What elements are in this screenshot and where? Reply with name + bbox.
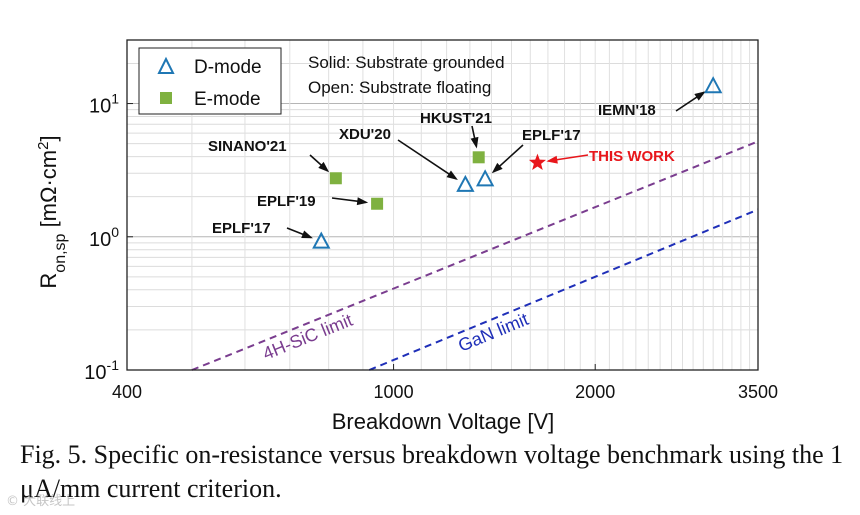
x-tick-label: 2000	[575, 382, 615, 402]
y-tick-label: 101	[89, 91, 119, 118]
point-label: EPLF'17	[212, 220, 271, 237]
point-labels: EPLF'17 SINANO'21 EPLF'19 XDU'20 HKUST'21 EPL…	[208, 102, 675, 237]
y-tick-base: 10	[84, 362, 106, 384]
y-label-sub: on,sp	[52, 233, 69, 272]
annotation-arrowhead	[318, 161, 330, 173]
y-axis-label: Ron,sp [mΩ·cm2]	[35, 135, 69, 288]
d-mode-point	[475, 169, 495, 187]
gan-limit-label: GaN limit	[455, 309, 531, 356]
y-tick-exponent: 0	[111, 224, 119, 240]
point-label: IEMN'18	[598, 102, 656, 119]
point-label: SINANO'21	[208, 138, 287, 155]
legend-label-e-mode: E-mode	[194, 89, 261, 110]
y-label-main: R	[36, 273, 61, 289]
figure-caption: Fig. 5. Specific on-resistance versus br…	[20, 440, 844, 503]
y-tick-label: 100	[89, 224, 119, 251]
e-mode-point	[472, 151, 485, 164]
annotation-arrow-line	[397, 139, 457, 180]
e-mode-point	[371, 197, 384, 210]
annotation-arrowhead	[446, 170, 458, 180]
d-mode-point	[456, 174, 475, 192]
legend: D-mode E-mode	[138, 47, 282, 115]
this-work-star-point	[528, 153, 547, 170]
y-tick-base: 10	[89, 96, 111, 118]
note-solid: Solid: Substrate grounded	[308, 53, 505, 72]
y-label-unit: [mΩ·cm	[36, 150, 61, 234]
grid	[126, 39, 759, 371]
annotation-arrows	[286, 91, 706, 239]
x-axis-label: Breakdown Voltage [V]	[332, 409, 555, 434]
y-tick-label: 10-1	[84, 357, 119, 384]
point-label: THIS WORK	[589, 148, 675, 165]
x-tick-label: 1000	[374, 382, 414, 402]
d-mode-point	[312, 231, 331, 249]
sic-limit-line	[191, 140, 759, 371]
data-points	[312, 76, 723, 249]
e-mode-point	[329, 172, 342, 185]
y-tick-exponent: 1	[111, 91, 119, 107]
annotation-arrowhead	[546, 155, 558, 164]
plot-frame	[126, 39, 759, 371]
legend-square-icon	[160, 92, 172, 104]
note-open: Open: Substrate floating	[308, 78, 491, 97]
annotation-arrowhead	[491, 162, 503, 174]
x-tick-label: 400	[112, 382, 142, 402]
y-tick-exponent: -1	[107, 357, 120, 373]
point-label: XDU'20	[339, 126, 391, 143]
watermark: © 大联线上	[6, 494, 76, 509]
annotation-arrowhead	[301, 230, 313, 239]
legend-triangle-icon	[157, 56, 175, 74]
point-label: EPLF'19	[257, 193, 316, 210]
y-label-sup: 2	[35, 142, 52, 150]
annotation-arrowhead	[470, 136, 479, 149]
x-tick-label: 3500	[738, 382, 778, 402]
y-tick-base: 10	[89, 229, 111, 251]
point-label: HKUST'21	[420, 110, 492, 127]
annotation-arrowhead	[694, 91, 706, 101]
point-label: EPLF'17	[522, 127, 581, 144]
legend-label-d-mode: D-mode	[194, 57, 262, 78]
gan-limit-line	[368, 208, 759, 371]
d-mode-point	[703, 76, 723, 94]
y-label-close: ]	[36, 135, 61, 141]
limit-lines	[191, 140, 759, 371]
annotation-arrowhead	[356, 197, 369, 206]
